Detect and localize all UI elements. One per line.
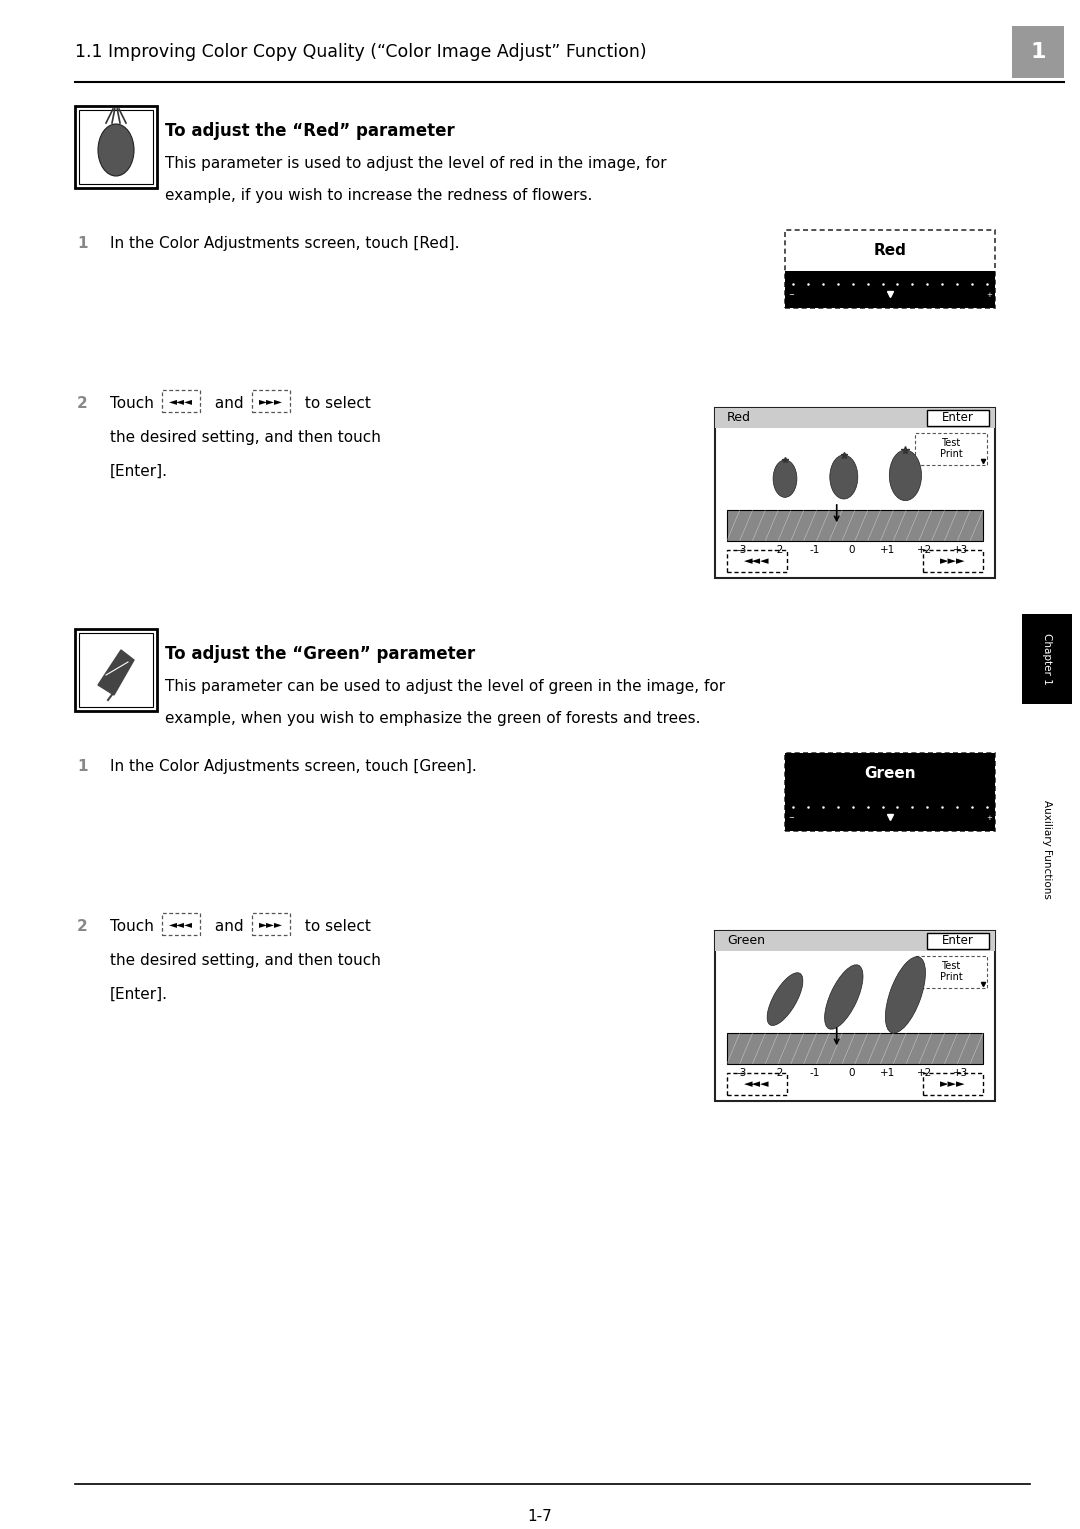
Text: In the Color Adjustments screen, touch [Green].: In the Color Adjustments screen, touch [… [110,758,476,774]
Text: 2: 2 [77,919,87,934]
Bar [785,752,995,830]
Polygon shape [98,650,134,696]
Bar [923,1073,983,1095]
Bar [915,433,987,465]
Ellipse shape [773,460,797,497]
Bar [715,408,995,428]
Text: example, when you wish to emphasize the green of forests and trees.: example, when you wish to emphasize the … [165,711,701,726]
Bar [727,550,787,572]
Bar [75,628,157,711]
Text: Chapter 1: Chapter 1 [1042,633,1052,685]
Text: In the Color Adjustments screen, touch [Red].: In the Color Adjustments screen, touch [… [110,235,459,251]
Bar [915,956,987,988]
Text: Enter: Enter [942,411,974,424]
Bar [785,794,995,830]
Text: [Enter].: [Enter]. [110,988,168,1001]
Text: +3: +3 [954,544,969,555]
Text: [Enter].: [Enter]. [110,463,168,479]
Text: +1: +1 [880,1067,895,1078]
Text: Enter: Enter [942,934,974,948]
Bar [79,633,153,706]
Text: +2: +2 [917,544,932,555]
Bar [927,410,989,425]
Text: Test
Print: Test Print [940,437,962,459]
Text: the desired setting, and then touch: the desired setting, and then touch [110,953,381,968]
Text: -3: -3 [737,544,746,555]
Bar [252,390,291,411]
Bar [162,913,200,936]
Text: ◄◄◄: ◄◄◄ [168,396,193,407]
Text: and: and [210,396,248,411]
Text: This parameter can be used to adjust the level of green in the image, for: This parameter can be used to adjust the… [165,679,725,694]
Text: ►►►: ►►► [941,1079,966,1089]
Bar [923,550,983,572]
Text: ►►►: ►►► [259,919,283,930]
Bar [785,271,995,307]
Text: ►►►: ►►► [941,557,966,566]
Bar [785,229,995,307]
Ellipse shape [886,957,926,1034]
Text: To adjust the “Red” parameter: To adjust the “Red” parameter [165,122,455,141]
Bar [785,752,995,794]
Text: +3: +3 [954,1067,969,1078]
Bar [927,933,989,950]
Text: Red: Red [874,243,906,258]
Bar [715,408,995,578]
Text: Touch: Touch [110,396,159,411]
Text: -1: -1 [810,544,820,555]
Bar [727,1073,787,1095]
Bar [715,931,995,951]
Text: Auxiliary Functions: Auxiliary Functions [1042,800,1052,899]
Text: Touch: Touch [110,919,159,934]
Text: ◄◄◄: ◄◄◄ [744,1079,770,1089]
Text: 1: 1 [77,235,87,251]
Text: +: + [986,292,991,298]
Bar [715,931,995,1101]
Text: and: and [210,919,248,934]
Text: To adjust the “Green” parameter: To adjust the “Green” parameter [165,645,475,664]
Bar [1022,615,1072,703]
Text: Green: Green [864,766,916,781]
Text: 1: 1 [1030,41,1045,63]
Text: Green: Green [727,934,765,948]
Bar [252,913,291,936]
Text: 1-7: 1-7 [528,1509,552,1524]
Ellipse shape [889,450,921,500]
Text: the desired setting, and then touch: the desired setting, and then touch [110,430,381,445]
Bar [727,1034,983,1064]
Ellipse shape [767,972,802,1026]
Text: -2: -2 [773,1067,783,1078]
Text: Red: Red [727,411,751,424]
Text: +2: +2 [917,1067,932,1078]
Ellipse shape [825,965,863,1029]
Bar [75,106,157,188]
Text: 0: 0 [848,1067,854,1078]
Text: to select: to select [300,919,370,934]
Text: 1.1 Improving Color Copy Quality (“Color Image Adjust” Function): 1.1 Improving Color Copy Quality (“Color… [75,43,647,61]
Text: -1: -1 [810,1067,820,1078]
Bar [79,110,153,183]
Ellipse shape [98,124,134,176]
Text: This parameter is used to adjust the level of red in the image, for: This parameter is used to adjust the lev… [165,156,666,171]
Text: −: − [788,815,794,821]
Text: +: + [986,815,991,821]
Text: example, if you wish to increase the redness of flowers.: example, if you wish to increase the red… [165,188,592,203]
Text: ►►►: ►►► [259,396,283,407]
Text: to select: to select [300,396,370,411]
Text: ◄◄◄: ◄◄◄ [168,919,193,930]
Text: −: − [788,292,794,298]
Text: +1: +1 [880,544,895,555]
Bar [1012,26,1064,78]
Text: 2: 2 [77,396,87,411]
Text: 0: 0 [848,544,854,555]
Bar [727,511,983,541]
Text: Test
Print: Test Print [940,960,962,982]
Text: -3: -3 [737,1067,746,1078]
Text: -2: -2 [773,544,783,555]
Text: ◄◄◄: ◄◄◄ [744,557,770,566]
Ellipse shape [829,456,858,498]
Text: 1: 1 [77,758,87,774]
Bar [162,390,200,411]
